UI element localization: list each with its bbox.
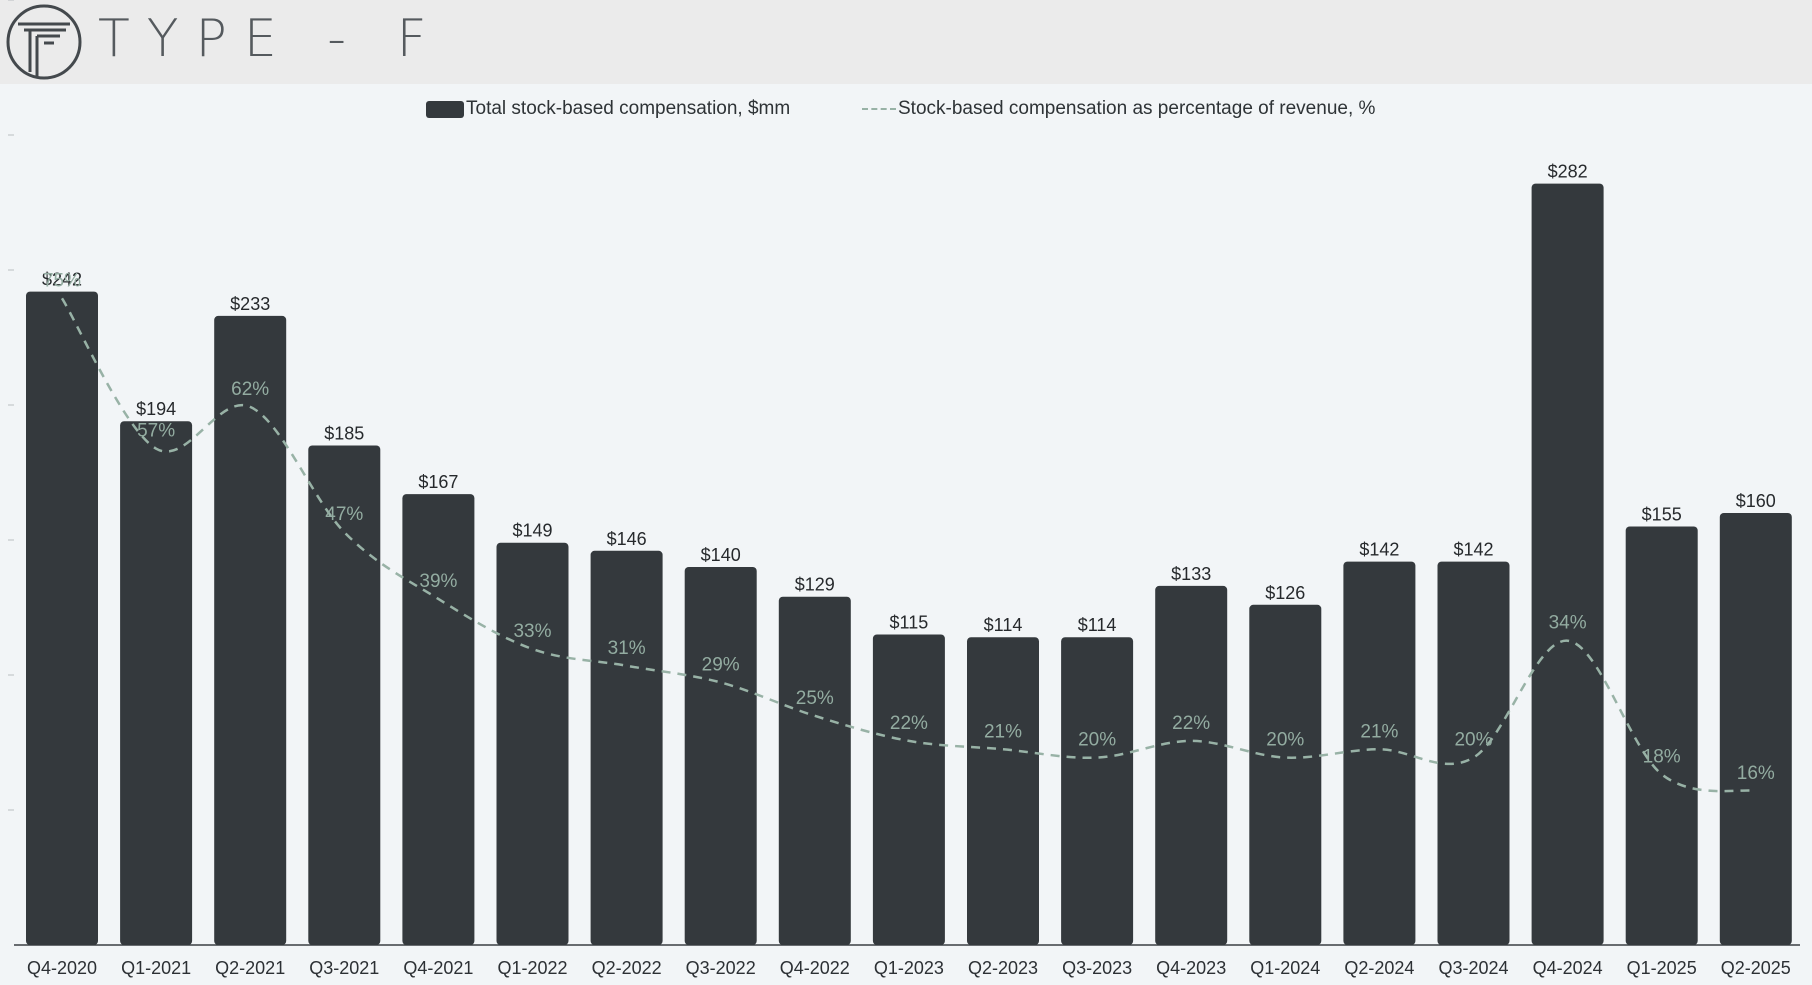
x-tick-label: Q4-2021 [403,958,473,978]
x-tick-label: Q4-2020 [27,958,97,978]
bar-q1-2023 [872,634,945,945]
bar-value-label: $142 [1453,540,1493,560]
bar-value-label: $140 [701,545,741,565]
bar-value-label: $167 [418,472,458,492]
bar-q1-2024 [1249,604,1322,945]
bar-q1-2022 [496,542,569,945]
x-tick-label: Q4-2023 [1156,958,1226,978]
pct-value-label: 39% [419,571,457,592]
bar-q2-2023 [967,637,1039,945]
x-tick-label: Q3-2021 [309,958,379,978]
x-tick-label: Q3-2024 [1438,958,1508,978]
bar-q4-2023 [1155,585,1228,945]
bar-q4-2020 [26,291,98,946]
chart-legend: Total stock-based compensation, $mm Stoc… [0,84,1812,128]
bar-value-label: $149 [512,521,552,541]
legend-line-swatch [862,108,896,110]
x-tick-label: Q3-2022 [686,958,756,978]
bar-value-label: $115 [890,613,929,633]
legend-bar-swatch [426,100,464,118]
bar-q3-2024 [1437,561,1510,945]
bar-value-label: $142 [1359,540,1399,560]
pct-value-label: 62% [231,379,269,400]
bar-q3-2023 [1061,637,1134,945]
header-bar: TYPE - F [0,0,1812,84]
x-tick-label: Q2-2022 [592,958,662,978]
pct-value-label: 20% [1454,730,1492,751]
x-tick-label: Q3-2023 [1062,958,1132,978]
x-tick-label: Q2-2023 [968,958,1038,978]
x-tick-label: Q2-2025 [1721,958,1791,978]
bar-value-label: $160 [1736,491,1776,511]
bar-value-label: $129 [795,575,835,595]
bar-value-label: $146 [607,529,647,549]
bar-q2-2025 [1719,513,1792,945]
x-tick-label: Q1-2023 [874,958,944,978]
x-tick-label: Q1-2025 [1627,958,1697,978]
pct-value-label: 33% [513,621,551,642]
x-tick-label: Q1-2021 [121,958,191,978]
bar-q2-2024 [1343,561,1416,945]
pct-value-label: 22% [1172,713,1210,734]
x-tick-label: Q2-2021 [215,958,285,978]
bar-q4-2022 [778,596,851,945]
pct-value-label: 29% [702,654,740,675]
type-f-logo-icon [6,4,82,80]
legend-item-bar: Total stock-based compensation, $mm [426,98,790,120]
pct-value-label: 16% [1737,763,1775,784]
bar-value-label: $194 [136,399,176,419]
x-tick-label: Q1-2022 [497,958,567,978]
bar-q3-2022 [684,567,757,945]
pct-value-label: 21% [1360,721,1398,742]
x-tick-label: Q4-2024 [1533,958,1603,978]
legend-line-label: Stock-based compensation as percentage o… [898,98,1376,119]
bar-q2-2021 [214,315,287,945]
pct-value-label: 75% [43,270,81,291]
legend-bar-label: Total stock-based compensation, $mm [466,98,791,119]
bar-value-label: $233 [230,294,270,314]
x-tick-label: Q1-2024 [1250,958,1320,978]
bar-q2-2022 [590,550,663,945]
bar-q1-2025 [1625,526,1698,945]
pct-value-label: 34% [1549,613,1587,634]
bar-value-label: $133 [1171,564,1211,584]
bar-value-label: $114 [984,615,1023,635]
legend-item-line: Stock-based compensation as percentage o… [862,98,1375,120]
pct-value-label: 22% [890,713,928,734]
x-tick-label: Q4-2022 [780,958,850,978]
bar-value-label: $185 [324,424,364,444]
bar-value-label: $282 [1548,162,1588,182]
bar-value-label: $114 [1078,615,1117,635]
bar-value-label: $242 [42,270,82,290]
pct-value-label: 21% [984,721,1022,742]
x-tick-label: Q2-2024 [1344,958,1414,978]
bar-value-label: $126 [1265,583,1305,603]
bar-q3-2021 [308,445,381,945]
pct-value-label: 47% [325,504,363,525]
bar-q1-2021 [120,421,193,945]
pct-value-label: 25% [796,688,834,709]
bar-q4-2021 [402,494,475,945]
pct-value-label: 57% [137,421,175,442]
pct-value-label: 31% [608,638,646,659]
bar-q4-2024 [1531,183,1604,946]
brand-name: TYPE - F [98,9,444,69]
pct-value-label: 20% [1266,730,1304,751]
pct-value-label: 20% [1078,730,1116,751]
bar-value-label: $155 [1642,505,1682,525]
pct-value-label: 18% [1643,746,1681,767]
